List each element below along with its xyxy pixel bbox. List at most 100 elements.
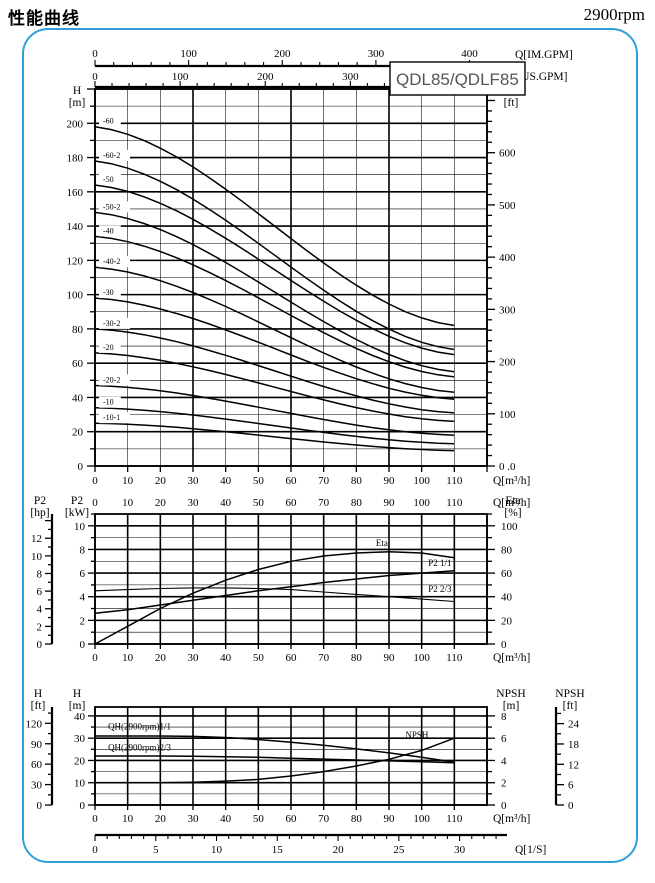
npsh-ft-tick: 12 xyxy=(568,759,579,771)
q-ls-tick: 0 xyxy=(92,844,98,856)
head-xtick: 110 xyxy=(446,475,463,487)
head-curve-label: -20-2 xyxy=(103,375,120,384)
q-us-gpm-tick: 200 xyxy=(257,71,274,83)
head-curve xyxy=(94,384,455,436)
page-title: 性能曲线 xyxy=(8,9,80,28)
head-curve xyxy=(94,297,455,400)
npsh-xtick: 50 xyxy=(253,813,265,825)
head-xaxis-label: Q[m³/h] xyxy=(493,475,530,487)
head-curve-label: -10 xyxy=(103,398,114,407)
power-hp-tick: 2 xyxy=(37,621,43,633)
head-xtick: 0 xyxy=(92,475,98,487)
head-xtick: 10 xyxy=(122,475,134,487)
head-curve-label: -50-2 xyxy=(103,202,120,211)
power-kw-tick: 8 xyxy=(80,544,86,556)
head-ytick: 60 xyxy=(72,358,84,370)
power-xtick: 40 xyxy=(220,652,232,664)
power-xtick: 100 xyxy=(413,652,430,664)
npsh-x-axis: 0 10 20 30 40 50 60 70 80 90 100 110 Q[m³/h] xyxy=(92,805,530,825)
npsh-hft-tick: 30 xyxy=(31,780,43,792)
npsh-ft-tick: 18 xyxy=(568,739,580,751)
head-ytick-right: 600 xyxy=(499,148,516,160)
head-curve-label: -40-2 xyxy=(103,257,120,266)
axis-eta-unit: [%] xyxy=(504,507,521,519)
head-curve-label: -50 xyxy=(103,175,114,184)
npsh-ft-tick: 24 xyxy=(568,719,580,731)
power-kw-tick: 0 xyxy=(80,639,86,651)
power-curve-labels: Eta P2 1/1 P2 2/3 xyxy=(376,538,452,594)
npsh-hm-tick: 30 xyxy=(74,733,86,745)
npsh-hft-tick: 120 xyxy=(26,718,43,730)
qh-1-1-curve xyxy=(95,735,455,763)
npsh-xtick: 110 xyxy=(446,813,463,825)
eta-tick: 80 xyxy=(501,544,513,556)
axis-p2-kw-symbol: P2 xyxy=(71,495,83,507)
npsh-m-axis: NPSH[m] 0 2 4 6 8 xyxy=(487,688,526,812)
qh-npsh-panel: H [ft] 0 30 60 90 120 H [m] 0 10 20 30 40 NPSH [m] 0 2 4 6 8… xyxy=(0,685,655,875)
power-xaxis-label-top: Q[m³/h] xyxy=(493,497,530,509)
npsh-xtick: 80 xyxy=(351,813,363,825)
head-ytick-right: 400 xyxy=(499,252,516,264)
power-xtick-top: 0 xyxy=(92,497,98,509)
head-curve-label: -30-2 xyxy=(103,319,120,328)
head-ytick-right: 200 xyxy=(499,357,516,369)
eta-curve xyxy=(94,551,455,645)
power-x-axis: 0 0 10 10 20 20 30 30 40 40 50 50 60 60 70 70 80 80 90 90 10… xyxy=(92,497,530,664)
power-kw-tick: 2 xyxy=(80,615,86,627)
head-curve xyxy=(94,235,455,378)
q-us-gpm-tick: 100 xyxy=(172,71,189,83)
head-ytick: 80 xyxy=(72,324,84,336)
npsh-xaxis-label: Q[m³/h] xyxy=(493,813,530,825)
head-curve xyxy=(94,328,455,414)
q-ls-tick: 30 xyxy=(454,844,466,856)
head-bottom-axis: 0 10 20 30 40 50 60 70 80 90 100 110 Q[m³/h] xyxy=(92,466,530,487)
power-hp-tick: 8 xyxy=(37,568,43,580)
npsh-hm-tick: 20 xyxy=(74,755,86,767)
power-xtick-top: 90 xyxy=(384,497,396,509)
qh-2-3-label: QH(2900rpm)2/3 xyxy=(108,742,171,752)
axis-h-m-unit-2: [m] xyxy=(69,700,86,712)
head-ytick: 0 xyxy=(78,461,84,473)
power-xtick: 110 xyxy=(446,652,463,664)
power-efficiency-panel: P2 [hp] 0 2 4 6 8 10 12 P2 [kW] 0 2 4 6 8 10 Eta [%] 0 20 40 6… xyxy=(0,492,655,677)
power-kw-tick: 4 xyxy=(80,592,86,604)
eta-label: Eta xyxy=(376,538,388,548)
npsh-xtick: 60 xyxy=(286,813,298,825)
npsh-xtick: 30 xyxy=(188,813,200,825)
power-xtick-top: 50 xyxy=(253,497,265,509)
qh-2-3-curve xyxy=(95,755,455,764)
npsh-xtick: 70 xyxy=(318,813,330,825)
power-hp-axis: P2[hp] 0 2 4 6 8 10 12 xyxy=(30,495,54,651)
head-ytick: 120 xyxy=(67,255,84,267)
npsh-xtick: 100 xyxy=(413,813,430,825)
power-hp-tick: 4 xyxy=(37,604,43,616)
power-hp-tick: 10 xyxy=(31,551,43,563)
npsh-hm-tick: 40 xyxy=(74,711,86,723)
npsh-m-tick: 2 xyxy=(501,778,507,790)
q-im-gpm-tick: 400 xyxy=(461,48,478,60)
rpm-label: 2900rpm xyxy=(583,5,645,24)
power-xtick: 50 xyxy=(253,652,265,664)
qh-1-1-label: QH(2900rpm)1/1 xyxy=(108,721,171,731)
axis-h-ft-symbol-2: H xyxy=(34,688,42,700)
axis-p2-hp-unit: [hp] xyxy=(30,507,49,519)
npsh-curves xyxy=(95,735,455,784)
head-ytick: 100 xyxy=(67,290,84,302)
head-left-axis: H[m] 0 20 40 60 80 100 120 140 160 180 200 xyxy=(67,85,95,473)
chart-frame xyxy=(22,28,638,863)
axis-npsh-ft-symbol: NPSH xyxy=(555,688,584,700)
axis-npsh-m-unit: [m] xyxy=(503,700,520,712)
power-xtick-top: 60 xyxy=(286,497,298,509)
power-xtick-top: 30 xyxy=(188,497,200,509)
q-us-gpm-tick: 0 xyxy=(92,71,98,83)
head-xtick: 20 xyxy=(155,475,167,487)
head-curve xyxy=(94,266,455,394)
eta-tick: 20 xyxy=(501,615,513,627)
power-grid xyxy=(94,513,488,645)
q-ls-tick: 5 xyxy=(153,844,159,856)
axis-npsh-ft-unit: [ft] xyxy=(563,700,578,712)
npsh-hm-axis: H[m] 0 10 20 30 40 xyxy=(69,688,95,812)
head-curve-label: -60 xyxy=(103,117,114,126)
